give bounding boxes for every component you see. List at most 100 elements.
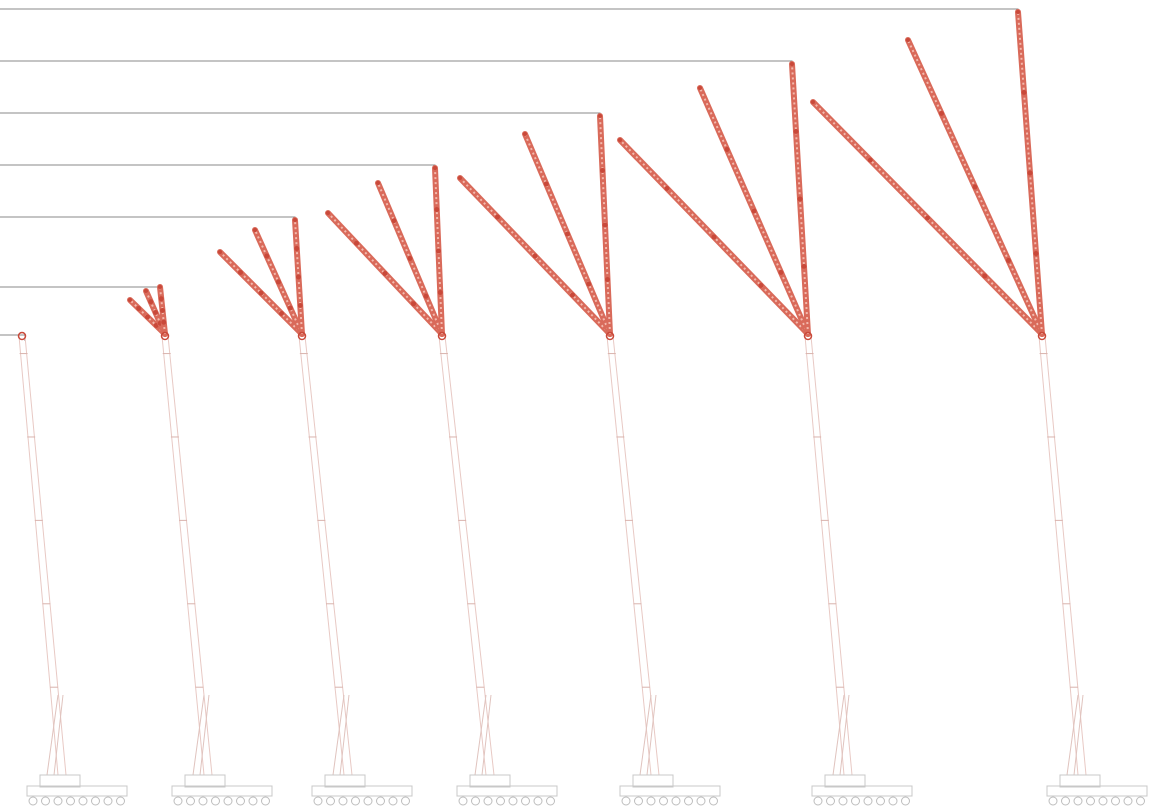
jib-tip: [458, 176, 462, 180]
jib-joint: [436, 248, 441, 254]
wheel: [813, 796, 823, 806]
jib-joint: [264, 253, 270, 259]
crane: [0, 331, 128, 806]
carrier-cab: [324, 774, 366, 788]
main-boom: [444, 335, 495, 776]
wheel: [1073, 796, 1083, 806]
jib-joint: [982, 273, 988, 279]
carrier-cab: [824, 774, 866, 788]
crane: [0, 284, 273, 806]
jib-joint: [238, 270, 243, 275]
wheel: [1123, 796, 1133, 806]
jib-lattice: [377, 182, 443, 335]
wheel: [496, 796, 505, 806]
jib-joint: [797, 196, 803, 202]
boom-head: [17, 331, 27, 341]
carrier-cab: [1059, 774, 1101, 788]
jib-joint: [1021, 90, 1027, 95]
wheel: [313, 796, 323, 806]
jib-joint: [543, 181, 549, 187]
derrick: [832, 694, 845, 776]
wheel: [696, 796, 706, 806]
wheel: [363, 796, 373, 806]
carrier-cab: [632, 774, 674, 788]
derrick: [332, 694, 345, 776]
jib-lattice: [129, 299, 166, 335]
main-boom: [167, 335, 213, 776]
jib-joint: [148, 299, 154, 305]
wheel: [659, 796, 668, 806]
wheel: [388, 796, 398, 806]
wheel: [28, 796, 38, 806]
jib-joint: [258, 290, 264, 296]
main-boom: [612, 335, 660, 776]
jib-lattice: [459, 177, 611, 335]
boom-head: [1037, 331, 1047, 341]
derrick: [46, 694, 59, 776]
derrick: [1066, 694, 1079, 776]
wheel: [458, 796, 468, 806]
jib-joint: [793, 129, 799, 134]
carrier-body: [619, 785, 721, 797]
jib-joint: [972, 184, 978, 190]
jib-joint: [407, 256, 413, 261]
jib-tip: [376, 181, 380, 185]
wheel: [888, 796, 898, 806]
jib-joint: [297, 303, 303, 308]
wheel: [261, 796, 270, 806]
derrick: [192, 694, 205, 776]
crane: [0, 164, 558, 806]
main-boom: [304, 335, 353, 776]
main-boom: [161, 335, 205, 776]
jib-joint: [136, 306, 142, 311]
main-boom: [298, 335, 345, 776]
wheel: [471, 796, 480, 806]
crane: [0, 8, 1148, 806]
jib-joint: [160, 308, 165, 313]
wheel: [186, 796, 195, 806]
derrick: [1073, 694, 1084, 776]
jib-lattice: [254, 229, 303, 335]
wheel: [684, 796, 693, 806]
jib-joint: [724, 147, 730, 152]
wheel: [223, 796, 233, 806]
jib-joint: [939, 111, 944, 116]
jib-tip: [218, 250, 222, 254]
wheel: [483, 796, 493, 806]
derrick: [474, 694, 487, 776]
boom-head: [803, 331, 813, 341]
jib-joint: [296, 274, 301, 280]
jib-joint: [605, 277, 610, 282]
wheel: [621, 796, 631, 806]
jib-joint: [153, 310, 158, 315]
wheel: [53, 796, 63, 806]
wheel: [248, 796, 258, 806]
wheel: [211, 796, 220, 806]
jib-tip: [598, 114, 602, 118]
wheel: [91, 796, 100, 806]
jib-tip: [128, 298, 132, 302]
wheel: [41, 796, 50, 806]
derrick: [639, 694, 652, 776]
jib-joint: [1033, 251, 1039, 256]
wheel: [634, 796, 643, 806]
wheel: [521, 796, 530, 806]
jib-joint: [287, 305, 293, 311]
wheel: [901, 796, 910, 806]
wheel: [173, 796, 183, 806]
jib-tip: [698, 86, 702, 90]
jib-joint: [586, 281, 592, 287]
wheel: [838, 796, 848, 806]
wheel: [709, 796, 718, 806]
wheel: [338, 796, 348, 806]
wheel: [326, 796, 335, 806]
jib-tip: [433, 166, 437, 170]
main-boom: [1038, 335, 1079, 776]
main-boom: [438, 335, 487, 776]
carrier-body: [456, 785, 558, 797]
main-boom: [1044, 335, 1087, 776]
jib-joint: [411, 301, 416, 307]
jib-tip: [326, 211, 330, 215]
